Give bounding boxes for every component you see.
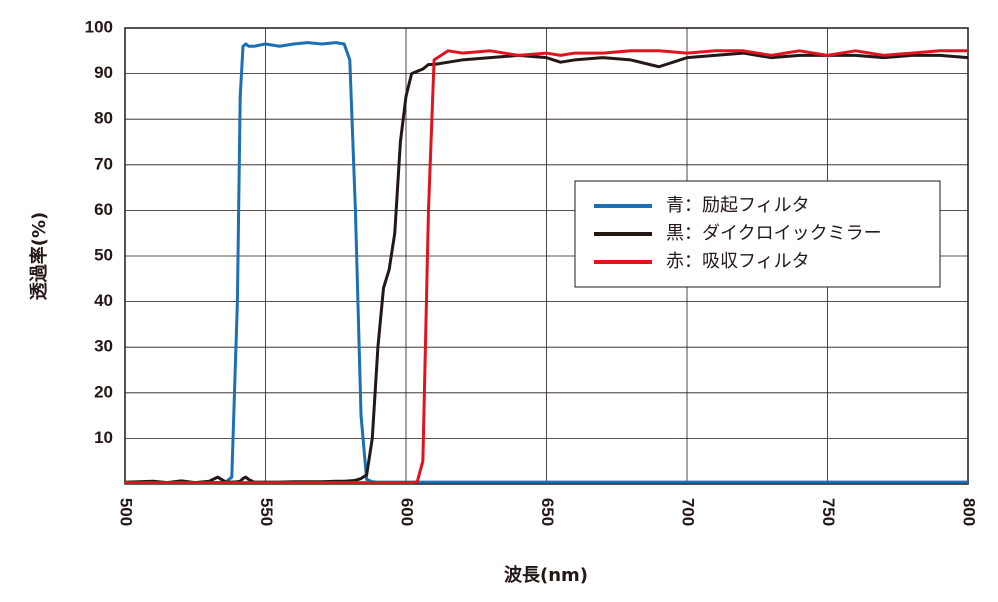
y-tick-label: 100 [85,17,113,36]
x-tick-label: 800 [960,498,979,526]
y-tick-label: 40 [94,291,113,310]
y-tick-label: 90 [94,63,113,82]
y-tick-label: 60 [94,200,113,219]
plot-frame [124,27,969,485]
y-tick-label: 10 [94,428,113,447]
y-axis-label: 透過率(%) [28,212,50,301]
y-tick-label: 20 [94,382,113,401]
x-axis-label: 波長(nm) [504,564,588,586]
legend-label: 赤：吸収フィルタ [666,251,810,272]
x-tick-label: 700 [679,498,698,526]
x-tick-label: 750 [819,498,838,526]
x-tick-label: 500 [117,498,136,526]
legend-label: 青：励起フィルタ [666,195,810,216]
y-tick-label: 30 [94,337,113,356]
series-line [125,49,968,485]
y-tick-label: 50 [94,245,113,264]
y-tick-label: 70 [94,154,113,173]
y-tick-label: 80 [94,109,113,128]
legend-label: 黒：ダイクロイックミラー [666,223,882,244]
x-tick-label: 550 [257,498,276,526]
x-tick-label: 650 [538,498,557,526]
x-tick-label: 600 [398,498,417,526]
